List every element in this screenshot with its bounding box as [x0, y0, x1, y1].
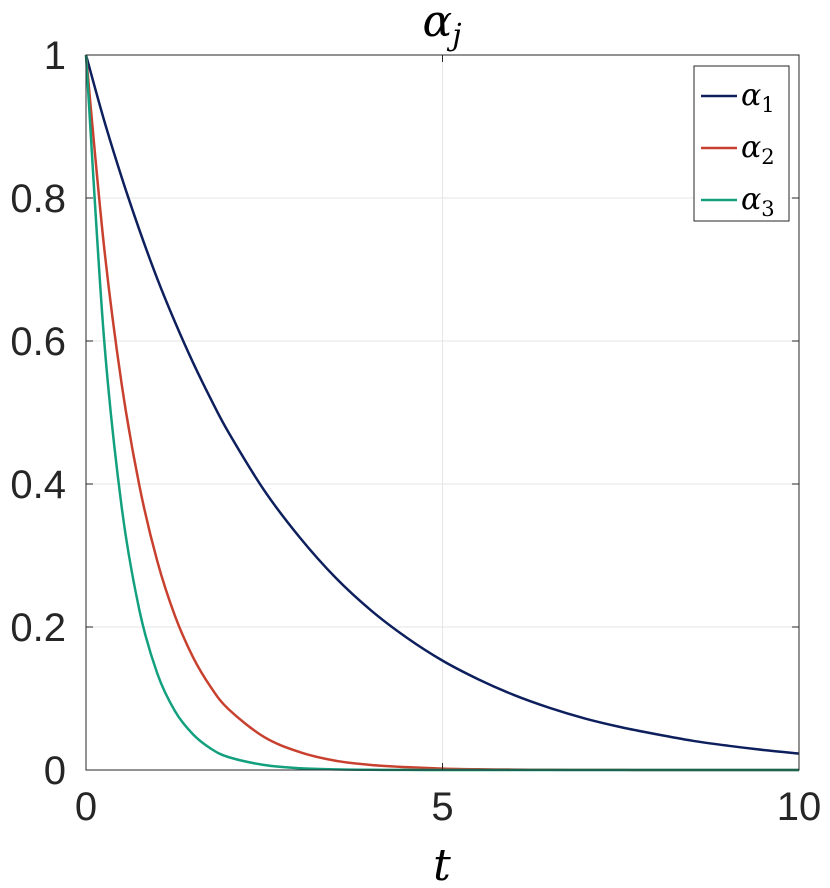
legend-label-alpha-1: α1 — [741, 78, 775, 117]
x-tick-label: 0 — [75, 785, 97, 829]
y-tick-label: 0.8 — [10, 177, 66, 221]
axis-ticks — [85, 54, 800, 771]
y-tick-label: 0 — [44, 749, 66, 793]
y-tick-label: 0.4 — [10, 463, 66, 507]
series-line-alpha-1 — [84, 54, 800, 755]
y-tick-label: 1 — [44, 34, 66, 78]
legend-label-alpha-2: α2 — [741, 130, 775, 169]
x-axis-label: t — [433, 840, 451, 888]
legend-label-alpha-3: α3 — [741, 182, 775, 221]
grid — [86, 55, 799, 770]
x-tick-label: 5 — [431, 785, 453, 829]
x-tick-label: 10 — [777, 785, 822, 829]
y-axis-tick-labels: 0 0.2 0.4 0.6 0.8 1 — [10, 34, 66, 793]
y-tick-label: 0.6 — [10, 320, 66, 364]
chart-title: αj — [422, 0, 461, 53]
chart-title-main: α — [422, 0, 452, 47]
legend: α1 α2 α3 — [693, 65, 790, 222]
legend-box — [693, 65, 790, 222]
x-axis-tick-labels: 0 5 10 — [75, 785, 821, 829]
y-tick-label: 0.2 — [10, 606, 66, 650]
